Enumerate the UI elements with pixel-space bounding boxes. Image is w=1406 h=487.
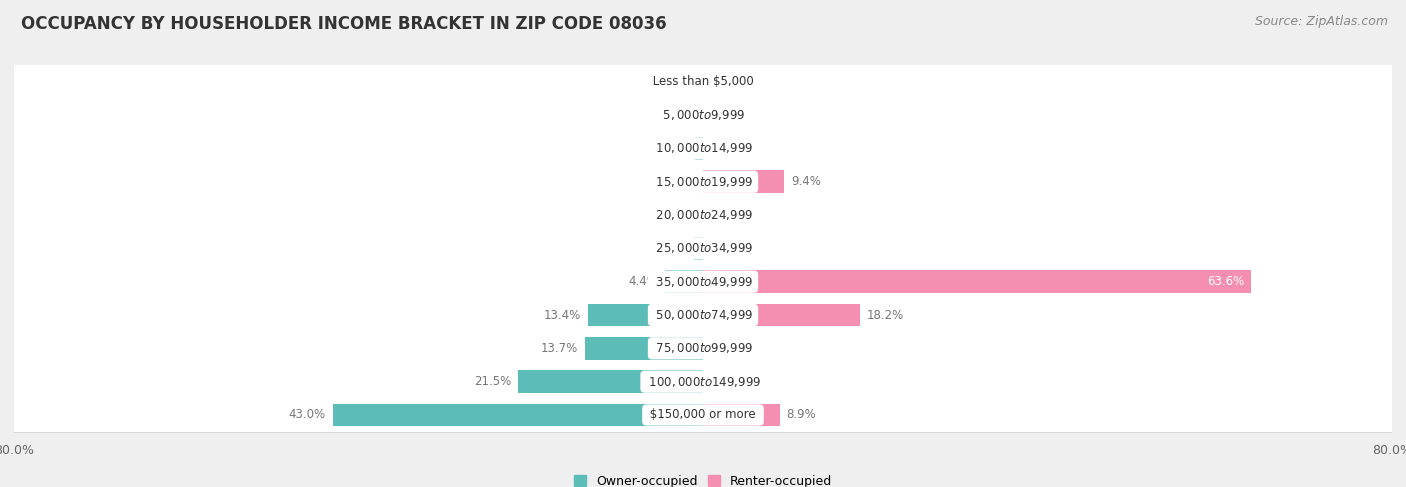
Bar (703, 270, 1251, 293)
Text: 0.0%: 0.0% (710, 342, 740, 355)
Text: $75,000 to $99,999: $75,000 to $99,999 (652, 341, 754, 356)
Text: Source: ZipAtlas.com: Source: ZipAtlas.com (1254, 15, 1388, 28)
Text: 63.6%: 63.6% (1208, 275, 1244, 288)
Text: $20,000 to $24,999: $20,000 to $24,999 (652, 208, 754, 222)
Bar (14, 365, 1392, 398)
Text: 18.2%: 18.2% (866, 308, 904, 321)
Text: 2.0%: 2.0% (650, 208, 679, 222)
Text: 0.0%: 0.0% (710, 242, 740, 255)
Text: 21.5%: 21.5% (474, 375, 510, 388)
Text: 0.93%: 0.93% (651, 142, 688, 155)
Bar (517, 370, 703, 393)
Text: $100,000 to $149,999: $100,000 to $149,999 (644, 375, 762, 389)
Bar (14, 265, 1392, 299)
Text: 0.0%: 0.0% (666, 109, 696, 122)
Text: 8.9%: 8.9% (786, 409, 817, 421)
Text: 1.1%: 1.1% (657, 242, 686, 255)
Bar (14, 198, 1392, 232)
Text: $15,000 to $19,999: $15,000 to $19,999 (652, 175, 754, 189)
Text: $5,000 to $9,999: $5,000 to $9,999 (659, 108, 747, 122)
Bar (14, 132, 1392, 165)
Text: 0.0%: 0.0% (710, 208, 740, 222)
Text: 0.0%: 0.0% (666, 75, 696, 88)
Text: $35,000 to $49,999: $35,000 to $49,999 (652, 275, 754, 289)
Bar (693, 237, 703, 260)
Text: OCCUPANCY BY HOUSEHOLDER INCOME BRACKET IN ZIP CODE 08036: OCCUPANCY BY HOUSEHOLDER INCOME BRACKET … (21, 15, 666, 33)
Text: 13.7%: 13.7% (541, 342, 578, 355)
Text: 0.0%: 0.0% (666, 175, 696, 188)
Bar (14, 232, 1392, 265)
Bar (695, 137, 703, 160)
Text: Less than $5,000: Less than $5,000 (648, 75, 758, 88)
Text: 9.4%: 9.4% (790, 175, 821, 188)
Bar (686, 204, 703, 226)
Bar (585, 337, 703, 360)
Text: $50,000 to $74,999: $50,000 to $74,999 (652, 308, 754, 322)
Text: 0.0%: 0.0% (710, 375, 740, 388)
Bar (703, 304, 859, 326)
Text: $25,000 to $34,999: $25,000 to $34,999 (652, 242, 754, 255)
Bar (14, 332, 1392, 365)
Text: 4.4%: 4.4% (628, 275, 658, 288)
Bar (14, 65, 1392, 98)
Bar (703, 404, 780, 426)
Bar (665, 270, 703, 293)
Text: 0.0%: 0.0% (710, 109, 740, 122)
Legend: Owner-occupied, Renter-occupied: Owner-occupied, Renter-occupied (568, 470, 838, 487)
Text: $150,000 or more: $150,000 or more (647, 409, 759, 421)
Bar (14, 299, 1392, 332)
Text: 0.0%: 0.0% (710, 75, 740, 88)
Bar (14, 398, 1392, 431)
Text: $10,000 to $14,999: $10,000 to $14,999 (652, 141, 754, 155)
Bar (14, 98, 1392, 132)
Bar (703, 170, 785, 193)
Text: 13.4%: 13.4% (544, 308, 581, 321)
Text: 0.0%: 0.0% (710, 142, 740, 155)
Bar (14, 165, 1392, 198)
Text: 43.0%: 43.0% (288, 409, 326, 421)
Bar (588, 304, 703, 326)
Bar (333, 404, 703, 426)
